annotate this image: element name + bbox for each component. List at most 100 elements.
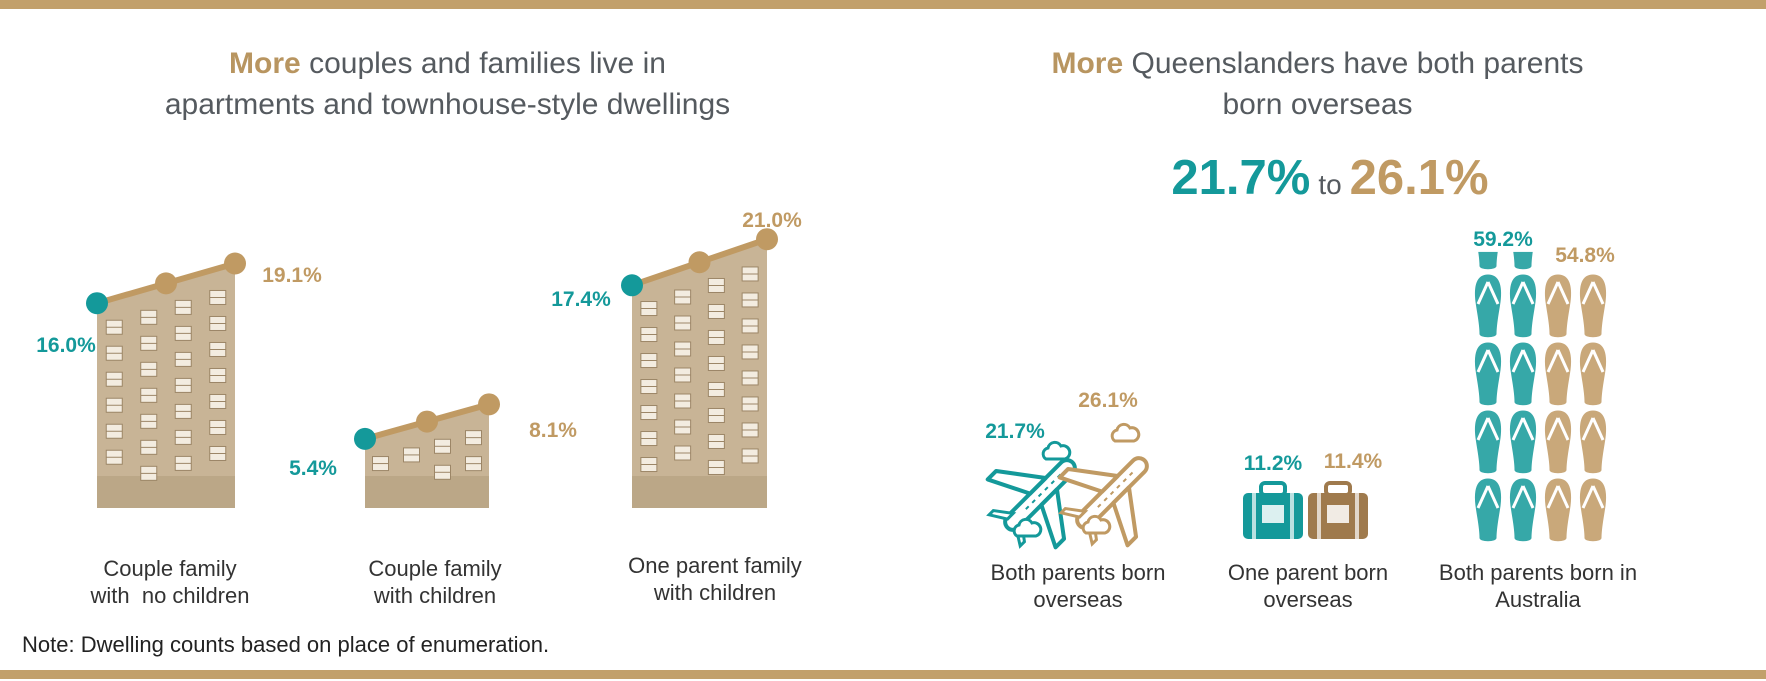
thong-column-earlier-1 xyxy=(1473,204,1503,543)
thong-icon xyxy=(1508,477,1538,543)
dwelling-label-couple-no-children: Couple family with no children xyxy=(55,555,285,609)
thong-sole xyxy=(1473,273,1503,339)
plane-wing xyxy=(1057,466,1120,494)
trend-mid-point xyxy=(688,251,711,274)
thong-sole xyxy=(1578,273,1608,339)
category-label-line: with children xyxy=(373,583,497,608)
category-label-line: Couple family xyxy=(103,556,237,581)
thong-sole xyxy=(1473,341,1503,407)
thong-icon xyxy=(1473,409,1503,475)
thong-strap xyxy=(1546,281,1570,305)
thong-icon xyxy=(1543,409,1573,475)
thong-strap xyxy=(1581,349,1605,373)
end-value-label: 19.1% xyxy=(262,264,322,287)
suitcase-tag xyxy=(1327,505,1349,523)
category-label-line: One parent family xyxy=(628,553,802,578)
building-base xyxy=(365,476,489,508)
thong-sole xyxy=(1508,477,1538,543)
category-label-line: Both parents born xyxy=(990,560,1166,585)
thong-strap xyxy=(1581,417,1605,441)
value-label-both-australia-later: 54.8% xyxy=(1555,244,1615,267)
building-body xyxy=(97,263,235,508)
building-1 xyxy=(354,393,500,508)
thong-sole xyxy=(1508,409,1538,475)
thong-sole xyxy=(1473,477,1503,543)
thong-mask xyxy=(1508,204,1538,252)
trend-start-point xyxy=(354,427,376,450)
value-label-one-overseas-later: 11.4% xyxy=(1324,450,1383,473)
headline-to-word: to xyxy=(1318,169,1342,200)
cloud-shape xyxy=(1081,514,1112,535)
plane-tail xyxy=(1058,506,1089,519)
start-value-label: 16.0% xyxy=(36,334,96,357)
thong-sole xyxy=(1508,341,1538,407)
category-label-line: One parent born xyxy=(1227,560,1389,585)
thong-sole xyxy=(1543,477,1573,543)
cloud-icon xyxy=(1041,440,1072,461)
top-rule xyxy=(0,0,1766,9)
plane-tail xyxy=(986,508,1017,521)
parents-label-both-australia: Both parents born in Australia xyxy=(1418,559,1658,613)
thong-icon xyxy=(1508,273,1538,339)
value-label-both-australia-earlier: 59.2% xyxy=(1473,228,1533,251)
thong-icon xyxy=(1578,409,1608,475)
category-label-line: with no children xyxy=(90,583,250,608)
category-label-line: overseas xyxy=(1263,587,1353,612)
start-value-label: 17.4% xyxy=(551,288,611,311)
right-title: More Queenslanders have both parents bor… xyxy=(910,43,1725,125)
thong-sole xyxy=(1543,341,1573,407)
thong-strap xyxy=(1511,417,1535,441)
building-base xyxy=(97,476,235,508)
left-title-highlight: More xyxy=(229,47,301,80)
thong-strap xyxy=(1476,281,1500,305)
thong-strap xyxy=(1476,485,1500,509)
suitcase-strap xyxy=(1317,493,1321,539)
plane-wing xyxy=(985,468,1048,496)
category-label-line: overseas xyxy=(1033,587,1123,612)
thong-strap xyxy=(1581,485,1605,509)
thong-icon xyxy=(1543,341,1573,407)
cloud-icon xyxy=(1110,422,1141,443)
thong-icon xyxy=(1473,477,1503,543)
dwelling-label-one-parent: One parent family with children xyxy=(590,552,840,606)
end-value-label: 8.1% xyxy=(529,419,577,442)
parents-label-one-overseas: One parent born overseas xyxy=(1198,559,1418,613)
plane-wing xyxy=(1039,487,1067,550)
value-label-one-overseas-earlier: 11.2% xyxy=(1244,452,1303,475)
value-label-both-overseas-earlier: 21.7% xyxy=(985,420,1045,443)
plane-wing xyxy=(1111,485,1139,548)
trend-start-point xyxy=(621,274,643,297)
footnote: Note: Dwelling counts based on place of … xyxy=(22,632,550,657)
thong-icon xyxy=(1508,409,1538,475)
category-label-line: Australia xyxy=(1495,587,1581,612)
trend-end-point xyxy=(224,252,246,275)
cloud-shape xyxy=(1012,517,1043,538)
suitcase-icon-earlier xyxy=(1243,481,1303,539)
dwelling-label-couple-children: Couple family with children xyxy=(320,555,550,609)
trend-start-point xyxy=(86,292,108,315)
thong-icon xyxy=(1543,477,1573,543)
thong-sole xyxy=(1543,273,1573,339)
cloud-shape xyxy=(1110,422,1141,443)
thong-strap xyxy=(1511,281,1535,305)
trend-mid-point xyxy=(416,410,438,433)
suitcase-tag xyxy=(1262,505,1284,523)
thong-column-later-2 xyxy=(1578,273,1608,543)
thong-mask xyxy=(1473,204,1503,252)
headline-to-value: 26.1% xyxy=(1349,151,1489,205)
thong-sole xyxy=(1473,409,1503,475)
thong-strap xyxy=(1511,349,1535,373)
thong-icon xyxy=(1578,341,1608,407)
value-label-both-overseas-later: 26.1% xyxy=(1078,389,1138,412)
thong-icon xyxy=(1578,273,1608,339)
thong-strap xyxy=(1546,485,1570,509)
right-title-line2: born overseas xyxy=(1222,88,1413,121)
thong-sole xyxy=(1578,477,1608,543)
category-label-line: Both parents born in xyxy=(1438,560,1638,585)
thong-icon xyxy=(1473,341,1503,407)
thong-strap xyxy=(1581,281,1605,305)
cloud-shape xyxy=(1041,440,1072,461)
thong-icon xyxy=(1578,477,1608,543)
parents-label-both-overseas: Both parents born overseas xyxy=(958,559,1198,613)
